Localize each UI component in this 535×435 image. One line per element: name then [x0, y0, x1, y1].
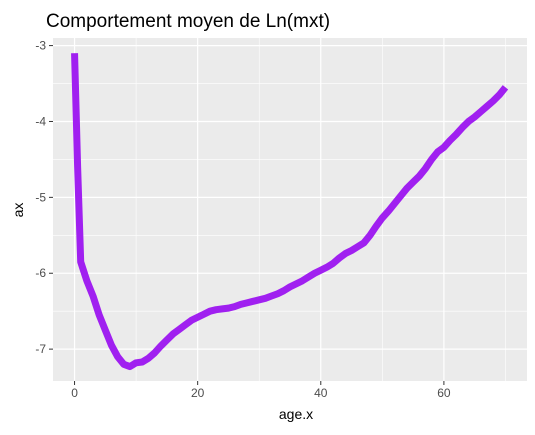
y-tick-label: -3	[35, 39, 46, 53]
x-tick-label: 60	[437, 386, 451, 400]
plot-panel	[53, 38, 527, 381]
series-line	[71, 53, 509, 371]
x-tick-label: 0	[71, 386, 78, 400]
y-tick-label: -6	[35, 266, 46, 280]
series-group	[71, 53, 509, 371]
x-axis-ticks: 0 20 40 60	[71, 381, 451, 400]
x-tick-label: 40	[314, 386, 328, 400]
minor-gridlines	[53, 38, 527, 381]
y-axis-ticks: -7 -6 -5 -4 -3	[35, 39, 53, 356]
major-gridlines	[53, 38, 527, 381]
y-tick-label: -7	[35, 342, 46, 356]
x-tick-label: 20	[191, 386, 205, 400]
chart-title: Comportement moyen de Ln(mxt)	[46, 11, 330, 32]
y-tick-label: -4	[35, 114, 46, 128]
y-tick-label: -5	[35, 190, 46, 204]
y-axis-label: ax	[10, 203, 26, 218]
x-axis-label: age.x	[279, 406, 313, 422]
